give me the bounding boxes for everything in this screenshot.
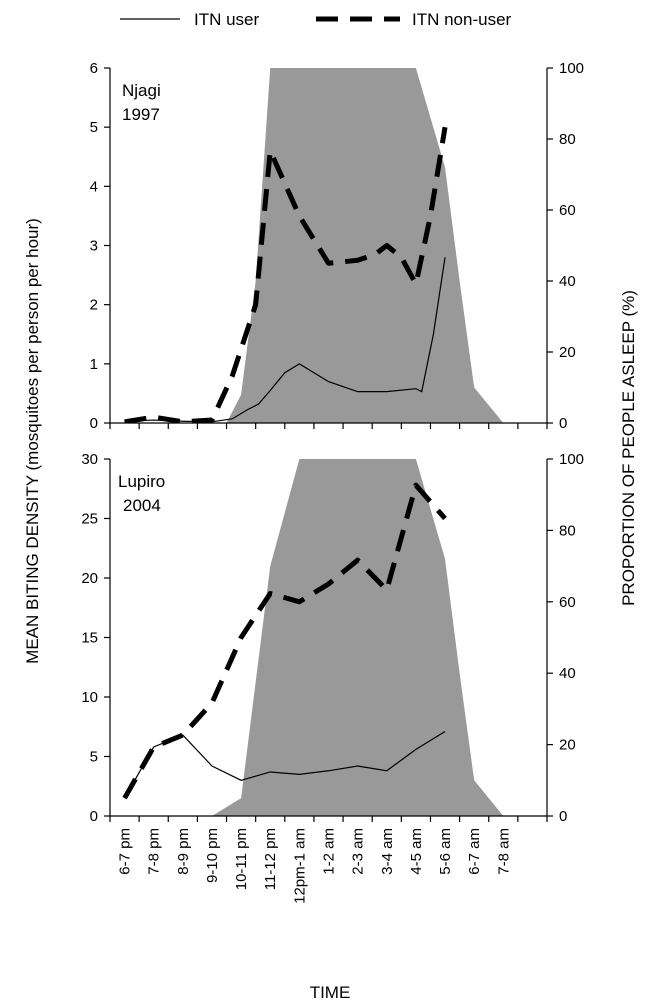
njagi-right-tick-label: 100 [559,60,584,77]
lupiro-right-tick-label: 100 [559,451,584,468]
x-tick-label: 2-3 am [350,828,367,875]
legend: ITN user ITN non-user [120,10,512,29]
x-tick-label: 6-7 am [466,828,483,875]
lupiro-asleep-area [211,459,504,816]
x-tick-label: 5-6 am [437,828,454,875]
njagi-left-tick-label: 5 [90,119,98,136]
x-tick-label: 6-7 pm [117,828,134,875]
njagi-left-tick-label: 1 [90,356,98,373]
x-tick-label: 7-8 am [495,828,512,875]
njagi-right-tick-label: 80 [559,131,576,148]
njagi-right-tick-label: 20 [559,344,576,361]
lupiro-panel-label: Lupiro [118,472,165,491]
lupiro-right-tick-label: 60 [559,594,576,611]
njagi-panel-label: 1997 [122,105,160,124]
lupiro-left-tick-label: 5 [90,749,98,766]
y-axis-right-label: PROPORTION OF PEOPLE ASLEEP (%) [619,290,638,606]
njagi-asleep-area [226,68,504,423]
x-tick-label: 4-5 am [408,828,425,875]
x-tick-label: 3-4 am [379,828,396,875]
y-axis-left-label: MEAN BITING DENSITY (mosquitoes per pers… [23,218,42,664]
lupiro-itn-nonuser-line [122,482,447,800]
panel-lupiro: 0 5 10 15 20 25 30 0 20 40 60 80 100 Lupiro 2004 [81,451,584,825]
njagi-left-tick-label: 0 [90,415,98,432]
lupiro-left-tick-label: 15 [81,630,98,647]
legend-user-label: ITN user [194,10,260,29]
lupiro-left-tick-label: 10 [81,689,98,706]
njagi-panel-label: Njagi [122,81,161,100]
njagi-right-tick-label: 40 [559,273,576,290]
x-tick-label: 8-9 pm [175,828,192,875]
lupiro-panel-label: 2004 [123,496,161,515]
njagi-left-tick-label: 6 [90,60,98,77]
lupiro-right-tick-label: 0 [559,808,567,825]
x-tick-label: 11-12 pm [262,828,279,890]
njagi-right-tick-label: 60 [559,202,576,219]
njagi-left-tick-label: 4 [90,178,98,195]
x-tick-label: 12pm-1 am [291,828,308,904]
lupiro-right-tick-label: 80 [559,522,576,539]
x-tick-label: 1-2 am [321,828,338,875]
lupiro-right-tick-label: 40 [559,665,576,682]
lupiro-right-tick-label: 20 [559,737,576,754]
x-axis-tick-labels: 6-7 pm 7-8 pm 8-9 pm 9-10 pm 10-11 pm 11-12 p… [117,828,513,904]
njagi-left-tick-label: 2 [90,297,98,314]
njagi-itn-nonuser-line [124,126,448,423]
lupiro-left-tick-label: 0 [90,808,98,825]
njagi-left-tick-label: 3 [90,238,98,255]
legend-nonuser-label: ITN non-user [412,10,512,29]
njagi-right-tick-label: 0 [559,415,567,432]
lupiro-left-tick-label: 20 [81,570,98,587]
lupiro-left-tick-label: 25 [81,511,98,528]
x-axis-label: TIME [310,983,351,1002]
x-tick-label: 9-10 pm [204,828,221,883]
lupiro-left-tick-label: 30 [81,451,98,468]
x-tick-label: 7-8 pm [146,828,163,875]
x-tick-label: 10-11 pm [233,828,250,890]
